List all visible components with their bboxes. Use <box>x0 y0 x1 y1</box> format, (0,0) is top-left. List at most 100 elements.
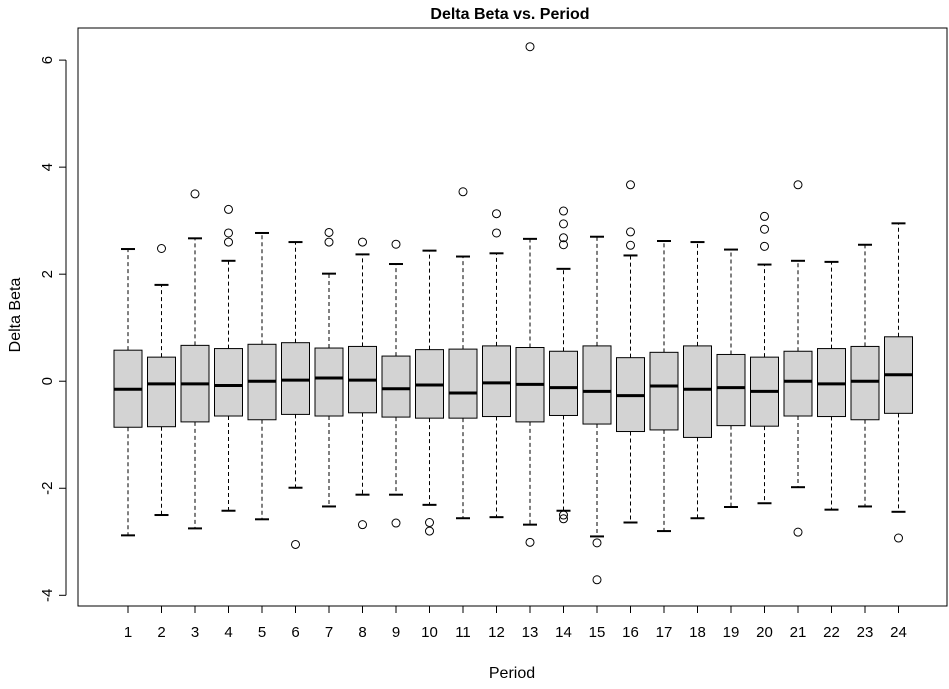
x-tick-label: 18 <box>689 624 706 641</box>
box-period-16 <box>616 180 645 524</box>
outlier-point <box>559 206 568 216</box>
box-period-1 <box>113 248 143 537</box>
outlier-point <box>559 233 568 243</box>
x-tick-label: 7 <box>325 624 333 641</box>
iqr-box <box>850 345 880 421</box>
x-tick-label: 4 <box>224 624 232 641</box>
x-tick-label: 9 <box>392 624 400 641</box>
iqr-box <box>549 350 578 416</box>
x-tick-label: 15 <box>589 624 606 641</box>
x-tick-label: 6 <box>291 624 299 641</box>
iqr-box <box>381 355 411 418</box>
y-axis: -4 -2 0 2 4 6 <box>39 56 67 602</box>
box-period-21 <box>783 180 813 537</box>
iqr-box <box>783 350 813 417</box>
iqr-box <box>482 345 511 418</box>
y-tick-label: -2 <box>39 482 56 495</box>
outlier-point <box>324 237 334 247</box>
iqr-box <box>649 351 679 431</box>
outlier-point <box>894 533 903 543</box>
box-period-20 <box>750 211 779 505</box>
box-period-19 <box>716 248 746 508</box>
box-period-4 <box>214 204 243 512</box>
x-tick-label: 24 <box>890 624 907 641</box>
outlier-point <box>190 189 200 199</box>
box-period-6 <box>281 241 310 549</box>
outlier-point <box>324 227 334 237</box>
box-period-22 <box>817 260 846 511</box>
box-period-5 <box>247 231 277 521</box>
x-axis-label: Period <box>489 665 535 682</box>
outlier-point <box>358 237 367 247</box>
chart-title: Delta Beta vs. Period <box>430 6 589 23</box>
outlier-point <box>592 538 602 548</box>
box-period-10 <box>415 249 444 536</box>
x-tick-label: 17 <box>656 624 673 641</box>
outlier-point <box>525 537 535 547</box>
y-tick-label: 0 <box>39 377 56 385</box>
outlier-point <box>793 180 803 190</box>
outlier-point <box>224 204 233 214</box>
box-period-24 <box>884 222 913 543</box>
outlier-point <box>626 180 635 190</box>
x-tick-label: 13 <box>522 624 539 641</box>
outlier-point <box>559 240 568 250</box>
iqr-box <box>147 356 176 428</box>
x-tick-label: 22 <box>823 624 840 641</box>
x-tick-label: 11 <box>455 624 471 641</box>
box-period-2 <box>147 243 176 517</box>
outlier-point <box>760 211 769 221</box>
iqr-box <box>716 353 746 427</box>
outlier-point <box>391 518 401 528</box>
x-tick-label: 3 <box>191 624 199 641</box>
y-tick-label: 6 <box>39 56 56 64</box>
iqr-box <box>314 347 344 417</box>
x-tick-label: 12 <box>488 624 505 641</box>
x-tick-label: 14 <box>555 624 572 641</box>
outlier-point <box>291 539 300 549</box>
box-period-13 <box>515 42 545 547</box>
iqr-box <box>448 348 478 419</box>
x-tick-label: 16 <box>622 624 639 641</box>
outlier-point <box>224 228 233 238</box>
x-tick-label: 2 <box>157 624 165 641</box>
outlier-point <box>358 520 367 530</box>
outlier-point <box>492 228 501 238</box>
x-tick-label: 20 <box>756 624 773 641</box>
outlier-point <box>760 241 769 251</box>
iqr-box <box>214 348 243 417</box>
outlier-point <box>760 224 769 234</box>
box-period-14 <box>549 206 578 524</box>
box-group <box>113 42 913 585</box>
y-tick-label: -4 <box>39 589 56 602</box>
x-axis: 1 2 3 4 5 6 7 8 9 10 11 12 13 14 15 16 17 18 19 20 21 22 23 24 <box>124 605 907 641</box>
x-tick-label: 23 <box>857 624 874 641</box>
x-tick-label: 1 <box>124 624 132 641</box>
box-period-15 <box>582 235 612 585</box>
box-period-9 <box>381 239 411 528</box>
outlier-point <box>626 227 635 237</box>
x-tick-label: 21 <box>790 624 807 641</box>
outlier-point <box>157 243 166 253</box>
box-period-18 <box>683 241 712 520</box>
x-tick-label: 10 <box>421 624 438 641</box>
x-tick-label: 8 <box>358 624 366 641</box>
x-tick-label: 19 <box>723 624 740 641</box>
outlier-point <box>425 526 434 536</box>
y-tick-label: 4 <box>39 163 56 171</box>
box-period-7 <box>314 227 344 508</box>
outlier-point <box>793 527 803 537</box>
y-tick-label: 2 <box>39 270 56 278</box>
y-axis-label: Delta Beta <box>7 278 24 353</box>
iqr-box <box>683 345 712 438</box>
outlier-point <box>224 237 233 247</box>
outlier-point <box>425 518 434 528</box>
iqr-box <box>582 345 612 425</box>
box-period-17 <box>649 240 679 533</box>
box-period-23 <box>850 243 880 508</box>
outlier-point <box>626 240 635 250</box>
x-tick-label: 5 <box>258 624 266 641</box>
outlier-point <box>559 510 568 520</box>
